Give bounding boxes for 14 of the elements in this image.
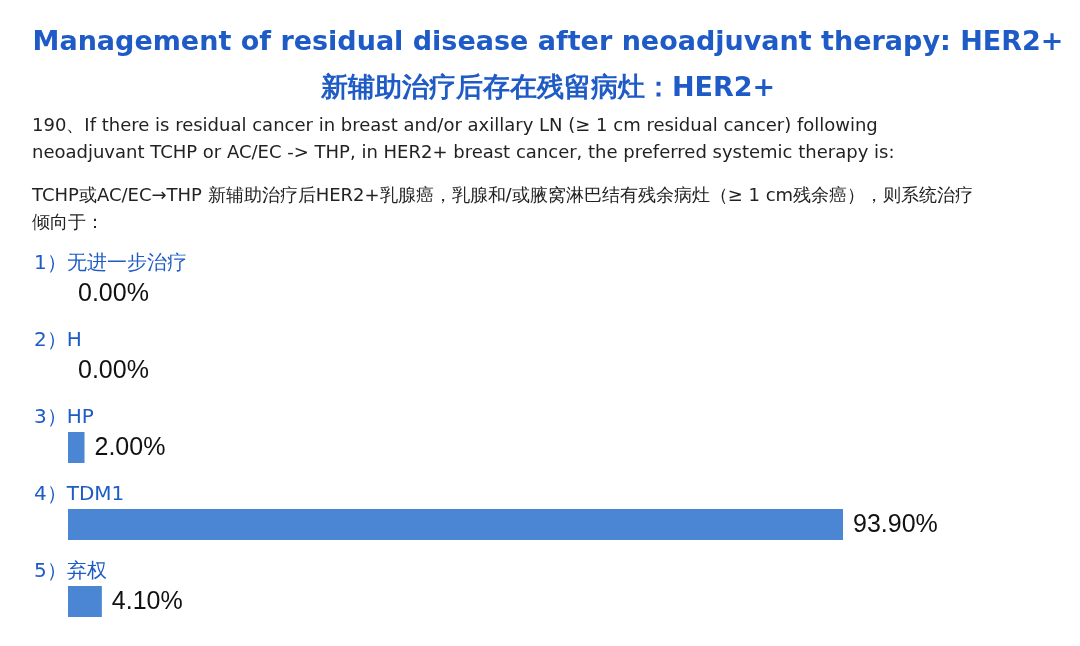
y-tick-label: 1）无进一步治疗: [34, 249, 187, 274]
y-tick-label: 3）HP: [34, 403, 94, 428]
data-label: 2.00%: [94, 431, 166, 460]
chart-subtitle: 新辅助治疗后存在残留病灶：HER2+: [319, 70, 776, 102]
data-label: 4.10%: [111, 585, 183, 614]
y-tick-label: 4）TDM1: [34, 480, 125, 505]
data-label: 93.90%: [853, 508, 938, 537]
text: TCHP或AC/EC→THP 新辅助治疗后HER2+乳腺癌，乳腺和/或腋窝淋巴结有残余病灶（≥ 1 cm残余癌），则系统治疗倾向于：: [31, 184, 974, 232]
y-tick-label: 2）H: [34, 326, 82, 351]
data-label: 0.00%: [78, 277, 149, 306]
chart-title: Management of residual disease after neoadjuvant therapy: HER2+: [32, 24, 1064, 56]
y-tick-label: 5）弃权: [34, 557, 107, 582]
data-label: 0.00%: [78, 354, 149, 383]
text: 190、If there is residual cancer in breast and/or axillary LN (≥ 1 cm residual cancer) following neoadjuvant TCHP or AC/EC -> THP, in HER2+ breast cancer, the preferred systemic therapy is:: [32, 114, 895, 162]
